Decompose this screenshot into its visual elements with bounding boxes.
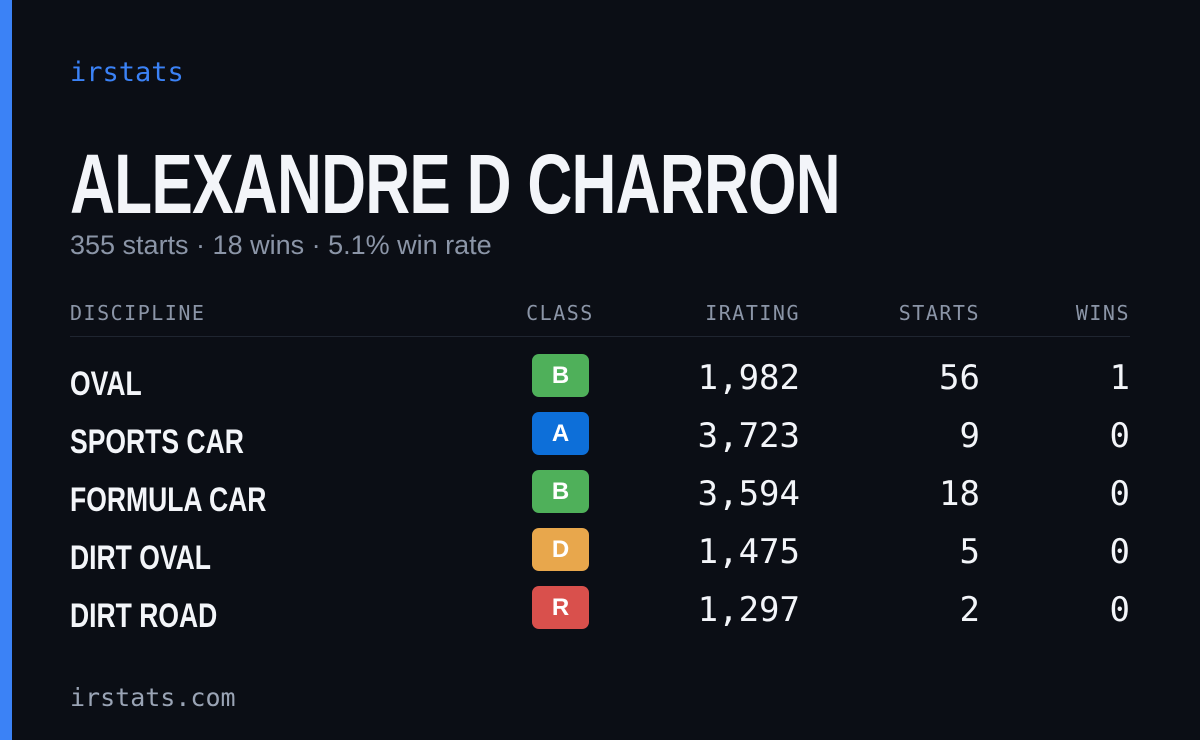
column-header: IRATING [705,301,800,325]
footer: irstats.com [70,683,236,712]
column-header: CLASS [526,301,594,325]
header-rule [70,336,1130,337]
wins: 0 [1109,474,1130,514]
column-header: WINS [1075,301,1130,325]
irating: 1,475 [697,532,800,572]
starts: 56 [939,358,980,398]
discipline: DIRT OVAL [70,539,211,577]
column-header: STARTS [898,301,980,325]
brand: irstats [70,57,184,88]
starts: 18 [939,474,980,514]
wins: 0 [1109,590,1130,630]
starts: 9 [959,416,980,456]
discipline: OVAL [70,365,142,403]
starts: 2 [959,590,980,630]
driver-name: ALEXANDRE D CHARRON [70,137,841,231]
accent-stripe [0,0,12,740]
starts: 5 [959,532,980,572]
discipline: SPORTS CAR [70,423,244,461]
irating: 1,297 [697,590,800,630]
irating: 1,982 [697,358,800,398]
wins: 1 [1109,358,1130,398]
discipline: DIRT ROAD [70,597,218,635]
class-badge: B [532,470,589,513]
discipline: FORMULA CAR [70,481,267,519]
class-badge: A [532,412,589,455]
class-badge: B [532,354,589,397]
wins: 0 [1109,416,1130,456]
column-header: DISCIPLINE [70,301,206,325]
driver-summary: 355 starts · 18 wins · 5.1% win rate [70,230,492,260]
class-badge: D [532,528,589,571]
class-badge: R [532,586,589,629]
irating: 3,594 [697,474,800,514]
irating: 3,723 [697,416,800,456]
wins: 0 [1109,532,1130,572]
